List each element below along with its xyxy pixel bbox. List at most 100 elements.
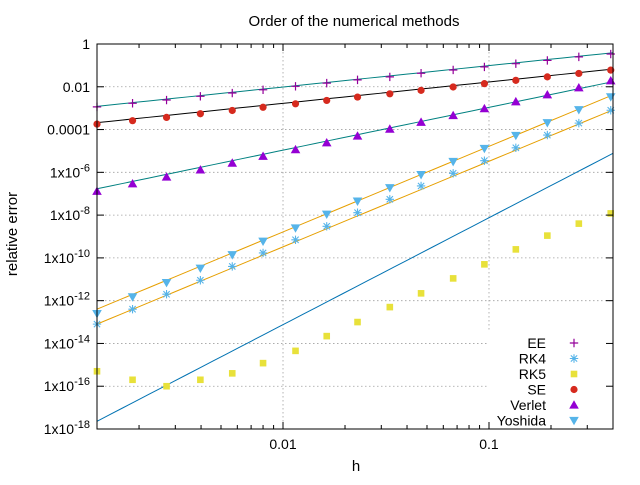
point-rk5 — [512, 246, 520, 253]
point-verlet — [352, 131, 363, 140]
point-yoshida — [416, 171, 426, 180]
point-rk5 — [292, 347, 299, 355]
point-ee — [162, 95, 171, 105]
point-ee — [606, 49, 615, 59]
point-verlet — [290, 144, 301, 154]
legend-marker-verlet — [569, 400, 579, 409]
point-se — [291, 100, 300, 108]
point-ee — [448, 65, 458, 75]
legend-label-rk4: RK4 — [519, 351, 546, 367]
y-tick-label-exponent: -12 — [74, 291, 90, 303]
legend-marker-yoshida — [569, 416, 579, 426]
point-rk5 — [129, 376, 136, 384]
point-verlet — [542, 90, 553, 99]
point-verlet — [416, 117, 426, 126]
point-verlet — [605, 76, 616, 85]
y-tick-label-base: 1x10 — [50, 164, 81, 180]
point-rk4 — [385, 195, 395, 204]
point-ee — [353, 75, 362, 85]
legend-label-yoshida: Yoshida — [497, 413, 547, 429]
point-ee — [322, 78, 331, 88]
legend-marker-rk4 — [569, 354, 579, 363]
point-rk5 — [259, 359, 267, 367]
point-rk4 — [448, 169, 458, 178]
point-ee — [128, 99, 137, 108]
point-ee — [574, 52, 584, 62]
fit-line-rk4 — [96, 109, 614, 325]
point-se — [162, 113, 171, 122]
legend-label-verlet: Verlet — [510, 397, 546, 413]
y-tick-label: 1x10-14 — [44, 333, 90, 351]
y-tick-label: 0.0001 — [47, 122, 90, 138]
y-tick-label-base: 1x10 — [44, 335, 75, 351]
y-tick-label: 1x10-12 — [44, 291, 90, 309]
y-tick-label-exponent: -8 — [80, 205, 90, 217]
y-tick-label: 1x10-18 — [44, 419, 90, 437]
y-tick-label: 1x10-10 — [44, 248, 90, 266]
point-rk4 — [128, 304, 137, 314]
point-rk5 — [544, 232, 551, 239]
point-rk5 — [607, 210, 615, 217]
point-rk4 — [291, 235, 300, 245]
legend-label-ee: EE — [527, 335, 546, 351]
point-verlet — [385, 124, 395, 133]
point-yoshida — [195, 264, 206, 273]
point-rk4 — [353, 208, 362, 217]
point-yoshida — [385, 184, 395, 193]
axis-ticks: 10.010.00011x10-61x10-81x10-101x10-121x1… — [44, 36, 614, 452]
point-rk4 — [606, 106, 615, 115]
point-ee — [228, 88, 237, 98]
point-ee — [291, 82, 300, 91]
y-tick-label-exponent: -14 — [74, 333, 90, 345]
plot-frame — [96, 43, 614, 430]
y-tick-label-base: 1x10 — [44, 250, 75, 266]
fit-line-yoshida — [96, 94, 614, 310]
point-verlet — [479, 103, 490, 113]
legend-label-rk5: RK5 — [519, 366, 546, 382]
y-tick-label-exponent: -18 — [74, 419, 90, 431]
point-yoshida — [127, 293, 138, 302]
point-rk5 — [228, 370, 236, 377]
point-rk4 — [480, 156, 489, 165]
point-verlet — [511, 96, 521, 106]
point-verlet — [321, 138, 332, 147]
y-tick-label-base: 1x10 — [44, 293, 75, 309]
y-tick-label-exponent: -16 — [74, 376, 90, 388]
point-ee — [511, 59, 521, 68]
y-tick-label-exponent: -6 — [80, 162, 90, 174]
point-rk5 — [163, 382, 170, 390]
point-verlet — [195, 165, 206, 174]
y-tick-label: 1x10-8 — [50, 205, 90, 223]
point-se — [228, 106, 236, 115]
point-se — [417, 86, 425, 94]
point-ee — [385, 72, 395, 82]
point-se — [543, 73, 551, 81]
legend-marker-rk5 — [570, 370, 578, 378]
point-verlet — [448, 110, 458, 120]
legend-marker-se — [570, 385, 578, 394]
point-rk4 — [511, 143, 521, 153]
point-yoshida — [511, 131, 521, 141]
y-axis-label: relative error — [4, 192, 21, 276]
point-se — [480, 80, 489, 88]
point-verlet — [227, 158, 238, 167]
x-axis-label: h — [352, 458, 360, 475]
point-ee — [258, 85, 268, 95]
y-tick-label: 1 — [82, 36, 90, 52]
point-ee — [196, 92, 205, 101]
point-rk5 — [481, 261, 488, 268]
chart-title: Order of the numerical methods — [249, 13, 460, 30]
point-ee — [480, 62, 489, 72]
point-se — [128, 117, 137, 125]
point-yoshida — [290, 224, 301, 233]
fit-line-rk5 — [96, 152, 614, 422]
point-se — [512, 76, 520, 84]
point-rk5 — [323, 332, 331, 340]
point-yoshida — [352, 197, 363, 206]
point-rk5 — [417, 290, 425, 297]
x-tick-label: 0.01 — [269, 436, 296, 452]
point-rk4 — [196, 276, 205, 285]
point-rk5 — [449, 275, 457, 282]
point-rk4 — [322, 222, 331, 231]
